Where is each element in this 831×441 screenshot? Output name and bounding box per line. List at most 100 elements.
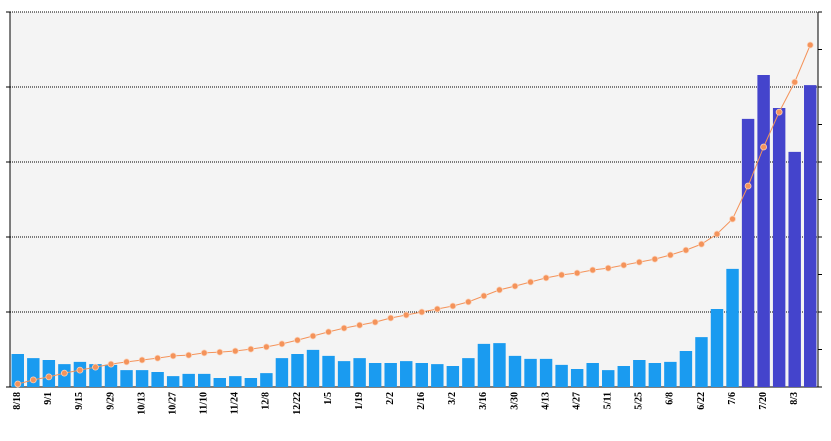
line-marker bbox=[760, 143, 768, 151]
line-marker bbox=[433, 305, 441, 313]
x-tick-label: 6/22 bbox=[696, 392, 707, 410]
line-marker bbox=[729, 215, 736, 223]
bar bbox=[788, 151, 801, 387]
plot-background bbox=[10, 12, 818, 387]
bar bbox=[73, 361, 87, 387]
line-marker bbox=[278, 340, 286, 348]
x-tick-label: 4/27 bbox=[571, 392, 582, 410]
x-tick-label: 12/22 bbox=[292, 392, 303, 415]
line-marker bbox=[325, 328, 332, 336]
bar bbox=[415, 363, 428, 387]
line-marker bbox=[666, 251, 674, 259]
bar bbox=[524, 358, 537, 387]
line-marker bbox=[775, 108, 783, 116]
line-marker bbox=[604, 264, 612, 272]
bar bbox=[306, 349, 320, 387]
bar bbox=[291, 354, 304, 387]
bar bbox=[586, 363, 599, 387]
line-marker bbox=[356, 321, 364, 329]
line-marker bbox=[744, 182, 752, 190]
x-tick-label: 6/8 bbox=[665, 392, 676, 405]
line-marker bbox=[511, 282, 519, 290]
x-tick-label: 2/16 bbox=[416, 392, 427, 410]
x-tick-label: 7/20 bbox=[758, 392, 769, 410]
line-marker bbox=[309, 332, 317, 340]
line-marker bbox=[418, 308, 426, 316]
bar bbox=[229, 376, 242, 387]
line-marker bbox=[216, 348, 224, 356]
bar bbox=[555, 364, 568, 387]
bar bbox=[648, 363, 662, 387]
line-marker bbox=[806, 41, 814, 49]
x-tick-label: 8/18 bbox=[12, 392, 23, 410]
x-tick-label: 8/3 bbox=[789, 392, 800, 405]
line-marker bbox=[45, 373, 53, 381]
x-tick-label: 9/1 bbox=[43, 392, 54, 405]
bar bbox=[89, 364, 102, 387]
line-marker bbox=[402, 311, 410, 319]
line-marker bbox=[371, 318, 379, 326]
bar bbox=[11, 354, 24, 387]
bar bbox=[337, 361, 351, 387]
bar bbox=[104, 364, 118, 387]
bar bbox=[695, 337, 708, 387]
bar bbox=[539, 358, 553, 387]
line-marker bbox=[496, 286, 503, 294]
bar bbox=[772, 108, 786, 387]
line-marker bbox=[713, 230, 721, 238]
x-tick-label: 2/2 bbox=[385, 392, 396, 405]
bar bbox=[166, 376, 180, 387]
line-marker bbox=[200, 349, 208, 357]
x-tick-label: 10/27 bbox=[167, 392, 178, 415]
line bbox=[17, 44, 811, 385]
line-marker bbox=[698, 240, 705, 248]
bar bbox=[368, 363, 382, 387]
line-marker bbox=[14, 380, 22, 388]
bar bbox=[431, 364, 444, 387]
line-marker bbox=[791, 78, 799, 86]
line-marker bbox=[620, 261, 628, 269]
line-marker bbox=[169, 352, 177, 360]
x-tick-label: 3/16 bbox=[478, 392, 489, 410]
bar bbox=[244, 378, 258, 387]
line-marker bbox=[651, 255, 659, 263]
bar bbox=[400, 361, 413, 387]
line-marker bbox=[387, 314, 395, 322]
line-marker bbox=[262, 343, 270, 351]
bar bbox=[679, 351, 693, 387]
x-tick-label: 9/15 bbox=[74, 392, 85, 410]
line-marker bbox=[29, 376, 37, 384]
bar bbox=[260, 373, 273, 387]
line-marker bbox=[340, 324, 348, 332]
x-tick-label: 1/19 bbox=[354, 392, 365, 410]
x-tick-label: 9/29 bbox=[105, 392, 116, 410]
x-tick-label: 4/13 bbox=[540, 392, 551, 410]
bar bbox=[462, 358, 475, 387]
bar bbox=[213, 378, 226, 387]
line-marker bbox=[294, 336, 301, 344]
bar bbox=[633, 360, 646, 387]
x-tick-label: 11/10 bbox=[199, 392, 210, 414]
bar bbox=[570, 369, 584, 387]
line-marker bbox=[558, 271, 566, 279]
line-marker bbox=[542, 274, 550, 282]
line-marker bbox=[231, 347, 239, 355]
x-tick-label: 12/8 bbox=[261, 392, 272, 410]
bar bbox=[710, 309, 724, 387]
bar bbox=[135, 370, 149, 387]
x-tick-label: 5/25 bbox=[634, 392, 645, 410]
bar bbox=[508, 355, 522, 387]
line-marker bbox=[247, 345, 255, 353]
x-tick-label: 7/6 bbox=[727, 392, 738, 405]
bar bbox=[493, 343, 506, 387]
bar bbox=[664, 361, 677, 387]
bar bbox=[120, 370, 133, 387]
line-marker bbox=[464, 298, 472, 306]
line-marker bbox=[573, 269, 581, 277]
bar bbox=[384, 363, 397, 387]
bar bbox=[275, 358, 289, 387]
line-marker bbox=[682, 246, 690, 254]
bar bbox=[151, 372, 164, 387]
bar bbox=[477, 343, 491, 387]
